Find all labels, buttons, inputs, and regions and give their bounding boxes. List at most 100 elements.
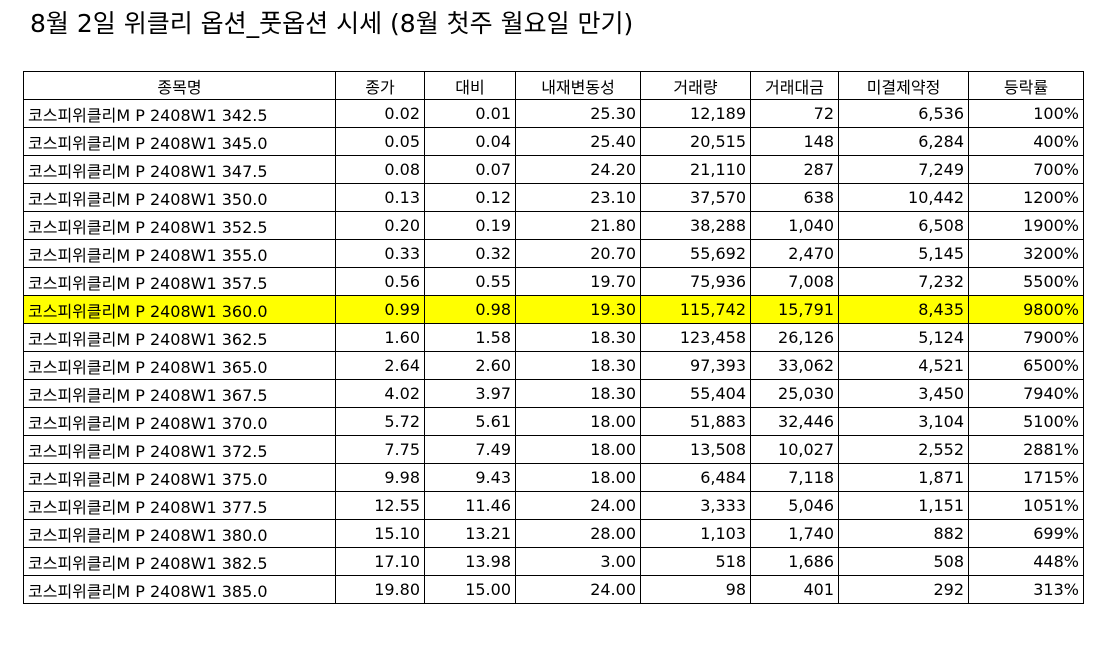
value-cell: 6,484 bbox=[640, 463, 751, 492]
value-cell: 97,393 bbox=[640, 351, 751, 380]
value-cell: 13,508 bbox=[640, 435, 751, 464]
table-row: 코스피위클리M P 2408W1 367.5 4.02 3.97 18.30 55,40… bbox=[23, 379, 1084, 408]
value-cell: 8,435 bbox=[838, 295, 969, 324]
value-cell: 3,333 bbox=[640, 491, 751, 520]
value-cell: 11.46 bbox=[424, 491, 516, 520]
value-cell: 0.98 bbox=[424, 295, 516, 324]
value-cell: 100% bbox=[968, 99, 1084, 128]
value-cell: 882 bbox=[838, 519, 969, 548]
value-cell: 0.05 bbox=[335, 127, 425, 156]
value-cell: 24.00 bbox=[515, 491, 641, 520]
table-row: 코스피위클리M P 2408W1 360.0 0.99 0.98 19.30 115,7… bbox=[23, 295, 1084, 324]
value-cell: 6,508 bbox=[838, 211, 969, 240]
value-cell: 15.00 bbox=[424, 575, 516, 604]
value-cell: 18.00 bbox=[515, 463, 641, 492]
item-name: 코스피위클리M P 2408W1 355.0 bbox=[23, 239, 336, 268]
value-cell: 26,126 bbox=[750, 323, 839, 352]
table-row: 코스피위클리M P 2408W1 365.0 2.64 2.60 18.30 97,39… bbox=[23, 351, 1084, 380]
table-row: 코스피위클리M P 2408W1 372.5 7.75 7.49 18.00 13,50… bbox=[23, 435, 1084, 464]
value-cell: 18.00 bbox=[515, 407, 641, 436]
value-cell: 400% bbox=[968, 127, 1084, 156]
item-name: 코스피위클리M P 2408W1 365.0 bbox=[23, 351, 336, 380]
title: 8월 2일 위클리 옵션_풋옵션 시세 (8월 첫주 월요일 만기) bbox=[30, 9, 634, 38]
value-cell: 19.80 bbox=[335, 575, 425, 604]
value-cell: 72 bbox=[750, 99, 839, 128]
value-cell: 6,284 bbox=[838, 127, 969, 156]
table-body: 코스피위클리M P 2408W1 342.5 0.02 0.01 25.30 12,18… bbox=[23, 99, 1084, 604]
value-cell: 7.75 bbox=[335, 435, 425, 464]
item-name: 코스피위클리M P 2408W1 357.5 bbox=[23, 267, 336, 296]
table-row: 코스피위클리M P 2408W1 370.0 5.72 5.61 18.00 51,88… bbox=[23, 407, 1084, 436]
value-cell: 12,189 bbox=[640, 99, 751, 128]
value-cell: 148 bbox=[750, 127, 839, 156]
item-name: 코스피위클리M P 2408W1 377.5 bbox=[23, 491, 336, 520]
value-cell: 292 bbox=[838, 575, 969, 604]
value-cell: 9800% bbox=[968, 295, 1084, 324]
value-cell: 5500% bbox=[968, 267, 1084, 296]
item-name: 코스피위클리M P 2408W1 352.5 bbox=[23, 211, 336, 240]
value-cell: 1,871 bbox=[838, 463, 969, 492]
value-cell: 7940% bbox=[968, 379, 1084, 408]
table-row: 코스피위클리M P 2408W1 375.0 9.98 9.43 18.00 6,484… bbox=[23, 463, 1084, 492]
item-name: 코스피위클리M P 2408W1 382.5 bbox=[23, 547, 336, 576]
value-cell: 123,458 bbox=[640, 323, 751, 352]
table-row: 코스피위클리M P 2408W1 347.5 0.08 0.07 24.20 21,11… bbox=[23, 155, 1084, 184]
value-cell: 638 bbox=[750, 183, 839, 212]
value-cell: 9.43 bbox=[424, 463, 516, 492]
value-cell: 0.12 bbox=[424, 183, 516, 212]
table-row: 코스피위클리M P 2408W1 357.5 0.56 0.55 19.70 75,93… bbox=[23, 267, 1084, 296]
item-name: 코스피위클리M P 2408W1 360.0 bbox=[23, 295, 336, 324]
table-row: 코스피위클리M P 2408W1 345.0 0.05 0.04 25.40 20,51… bbox=[23, 127, 1084, 156]
value-cell: 7900% bbox=[968, 323, 1084, 352]
value-cell: 2881% bbox=[968, 435, 1084, 464]
value-cell: 5.61 bbox=[424, 407, 516, 436]
value-cell: 1.60 bbox=[335, 323, 425, 352]
item-name: 코스피위클리M P 2408W1 370.0 bbox=[23, 407, 336, 436]
item-name: 코스피위클리M P 2408W1 362.5 bbox=[23, 323, 336, 352]
value-cell: 25.40 bbox=[515, 127, 641, 156]
value-cell: 1,151 bbox=[838, 491, 969, 520]
value-cell: 699% bbox=[968, 519, 1084, 548]
value-cell: 1715% bbox=[968, 463, 1084, 492]
value-cell: 21,110 bbox=[640, 155, 751, 184]
value-cell: 33,062 bbox=[750, 351, 839, 380]
value-cell: 287 bbox=[750, 155, 839, 184]
value-cell: 18.30 bbox=[515, 351, 641, 380]
table-row: 코스피위클리M P 2408W1 385.0 19.80 15.00 24.00 98 4… bbox=[23, 575, 1084, 604]
value-cell: 12.55 bbox=[335, 491, 425, 520]
value-cell: 5,046 bbox=[750, 491, 839, 520]
value-cell: 24.00 bbox=[515, 575, 641, 604]
value-cell: 0.19 bbox=[424, 211, 516, 240]
value-cell: 1,103 bbox=[640, 519, 751, 548]
value-cell: 19.70 bbox=[515, 267, 641, 296]
value-cell: 0.04 bbox=[424, 127, 516, 156]
value-cell: 0.55 bbox=[424, 267, 516, 296]
header-cell: 등락률 bbox=[968, 71, 1084, 100]
table-row: 코스피위클리M P 2408W1 382.5 17.10 13.98 3.00 518 1… bbox=[23, 547, 1084, 576]
item-name: 코스피위클리M P 2408W1 372.5 bbox=[23, 435, 336, 464]
header-cell: 종목명 bbox=[23, 71, 336, 100]
value-cell: 700% bbox=[968, 155, 1084, 184]
value-cell: 75,936 bbox=[640, 267, 751, 296]
table-row: 코스피위클리M P 2408W1 350.0 0.13 0.12 23.10 37,57… bbox=[23, 183, 1084, 212]
value-cell: 15,791 bbox=[750, 295, 839, 324]
value-cell: 25.30 bbox=[515, 99, 641, 128]
value-cell: 3,450 bbox=[838, 379, 969, 408]
value-cell: 1,740 bbox=[750, 519, 839, 548]
value-cell: 3,104 bbox=[838, 407, 969, 436]
item-name: 코스피위클리M P 2408W1 350.0 bbox=[23, 183, 336, 212]
item-name: 코스피위클리M P 2408W1 345.0 bbox=[23, 127, 336, 156]
item-name: 코스피위클리M P 2408W1 385.0 bbox=[23, 575, 336, 604]
item-name: 코스피위클리M P 2408W1 375.0 bbox=[23, 463, 336, 492]
value-cell: 2.64 bbox=[335, 351, 425, 380]
value-cell: 1,686 bbox=[750, 547, 839, 576]
value-cell: 55,692 bbox=[640, 239, 751, 268]
value-cell: 21.80 bbox=[515, 211, 641, 240]
value-cell: 4.02 bbox=[335, 379, 425, 408]
table-row: 코스피위클리M P 2408W1 355.0 0.33 0.32 20.70 55,69… bbox=[23, 239, 1084, 268]
value-cell: 1900% bbox=[968, 211, 1084, 240]
value-cell: 5,145 bbox=[838, 239, 969, 268]
value-cell: 20,515 bbox=[640, 127, 751, 156]
header-cell: 거래대금 bbox=[750, 71, 839, 100]
